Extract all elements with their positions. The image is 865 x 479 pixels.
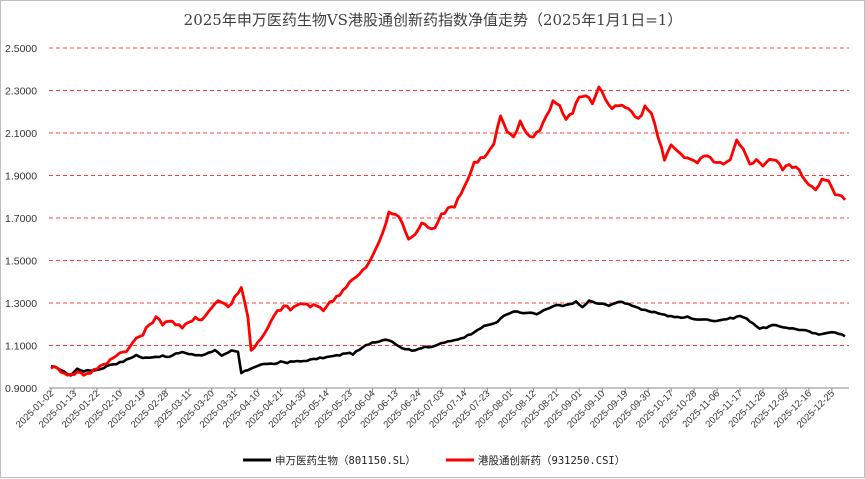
y-tick-label: 0.9000	[5, 383, 37, 395]
y-tick-label: 1.5000	[5, 256, 37, 268]
series-line-hk-innovative-drug	[50, 85, 847, 377]
x-axis-ticks: 2025-01-022025-01-132025-01-222025-02-10…	[14, 388, 837, 430]
y-tick-label: 1.9000	[5, 171, 37, 183]
y-tick-label: 2.1000	[5, 128, 37, 140]
y-tick-label: 1.7000	[5, 213, 37, 225]
series-line-shenwan-pharma	[50, 299, 846, 377]
y-tick-label: 2.5000	[5, 43, 37, 55]
grid-lines	[49, 47, 849, 346]
legend: 申万医药生物（801150.SL） 港股通创新药（931250.CSI）	[243, 454, 625, 467]
y-tick-label: 2.3000	[5, 86, 37, 98]
y-axis-ticks: 0.9000 1.1000 1.3000 1.5000 1.7000 1.9000 2.10…	[5, 43, 37, 395]
y-tick-label: 1.1000	[5, 341, 37, 353]
legend-label-series-2: 港股通创新药（931250.CSI）	[478, 454, 625, 467]
chart-title: 2025年申万医药生物VS港股通创新药指数净值走势（2025年1月1日=1）	[184, 11, 683, 29]
series-group	[50, 85, 847, 377]
y-tick-label: 1.3000	[5, 298, 37, 310]
legend-label-series-1: 申万医药生物（801150.SL）	[275, 454, 416, 467]
